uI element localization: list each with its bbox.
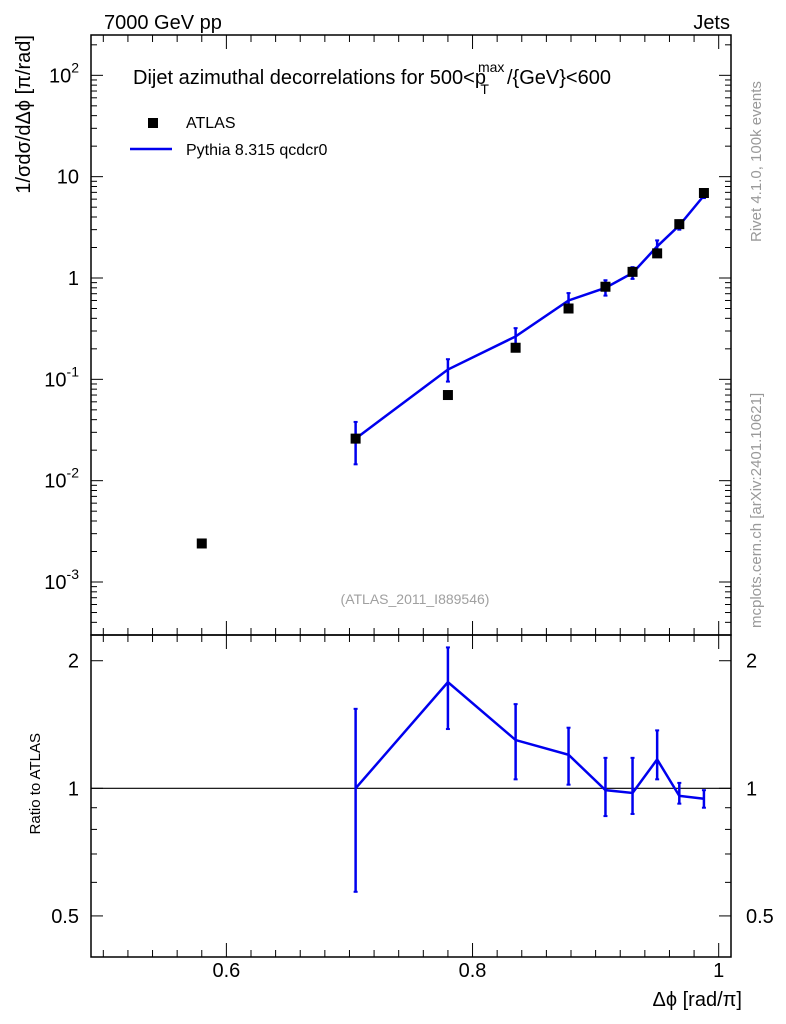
main-y-tick-label: 10-1 <box>44 363 79 391</box>
ratio-y-tick-label: 0.5 <box>51 906 79 928</box>
main-y-tick-base: 10 <box>49 65 71 87</box>
main-y-tick-label: 10-2 <box>44 465 79 493</box>
atlas-point <box>698 187 709 198</box>
legend-atlas-label: ATLAS <box>186 115 236 132</box>
main-y-tick-exp: 2 <box>71 59 79 75</box>
main-y-tick-base: 10 <box>57 167 79 189</box>
atlas-point <box>674 219 685 230</box>
main-y-tick-label: 10 <box>57 167 79 189</box>
main-title: Dijet azimuthal decorrelations for 500<p… <box>133 59 611 97</box>
main-data-marks <box>196 187 709 549</box>
main-title-sub: T <box>480 81 489 97</box>
x-tick-label: 0.6 <box>212 960 240 982</box>
legend: ATLAS Pythia 8.315 qcdcr0 <box>130 115 328 159</box>
ratio-plot-frame <box>90 634 732 958</box>
main-title-sup: max <box>478 59 504 75</box>
atlas-point <box>600 281 611 292</box>
legend-pythia-label: Pythia 8.315 qcdcr0 <box>186 142 328 159</box>
header-left: 7000 GeV pp <box>104 12 222 34</box>
x-tick-label: 1 <box>713 960 724 982</box>
atlas-point <box>442 390 453 401</box>
main-y-tick-base: 10 <box>44 471 66 493</box>
legend-atlas-marker <box>148 118 158 128</box>
main-y-tick-base: 10 <box>44 369 66 391</box>
ratio-y-tick-label-right: 0.5 <box>746 906 774 928</box>
header-right: Jets <box>693 12 730 34</box>
ratio-ylabel: Ratio to ATLAS <box>27 733 44 834</box>
ratio-data-marks <box>91 646 731 893</box>
main-y-tick-exp: -1 <box>67 363 80 379</box>
ratio-y-tick-label-right: 2 <box>746 651 757 673</box>
xlabel: Δϕ [rad/π] <box>653 989 743 1011</box>
main-title-tail: /{GeV}<600 <box>507 67 611 89</box>
main-y-tick-base: 1 <box>68 268 79 290</box>
main-y-tick-exp: -3 <box>67 566 80 582</box>
ratio-y-tick-label: 1 <box>68 778 79 800</box>
main-y-tick-label: 10-3 <box>44 566 79 594</box>
main-y-tick-label: 102 <box>49 59 79 87</box>
main-y-tick-label: 1 <box>68 268 79 290</box>
rivet-label: Rivet 4.1.0, 100k events <box>748 81 765 242</box>
ratio-y-tick-label: 2 <box>68 651 79 673</box>
atlas-point <box>627 266 638 277</box>
ratio-axis-ticks: 0.6 0.8 1 0.5 0.5 1 1 2 2 <box>51 635 774 982</box>
x-tick-label: 0.8 <box>459 960 487 982</box>
main-y-tick-base: 10 <box>44 572 66 594</box>
ratio-pythia-line <box>354 680 705 800</box>
mcplots-label: mcplots.cern.ch [arXiv:2401.10621] <box>748 393 765 628</box>
atlas-point <box>196 538 207 549</box>
atlas-point <box>563 303 574 314</box>
atlas-point <box>652 248 663 259</box>
atlas-point <box>350 433 361 444</box>
ratio-y-tick-label-right: 1 <box>746 778 757 800</box>
analysis-tag: (ATLAS_2011_I889546) <box>341 591 490 607</box>
pythia-line <box>354 194 705 440</box>
atlas-point <box>510 342 521 353</box>
main-y-tick-exp: -2 <box>67 465 80 481</box>
main-title-text: Dijet azimuthal decorrelations for 500<p <box>133 67 486 89</box>
main-ylabel: 1/σdσ/dΔϕ [π/rad] <box>13 35 35 194</box>
